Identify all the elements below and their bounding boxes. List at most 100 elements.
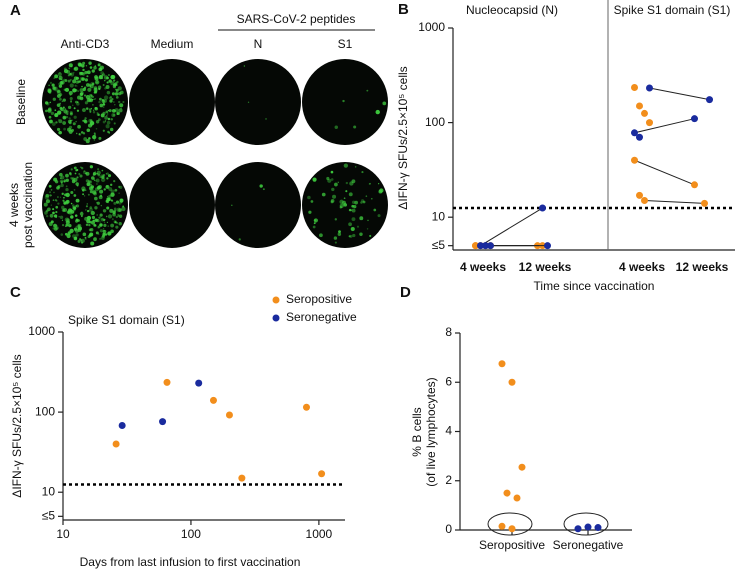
spot [52,199,55,201]
spot [110,189,115,194]
spot [339,199,344,204]
spot [45,209,49,213]
spot [82,193,85,196]
spot [58,83,60,85]
spot [88,137,91,140]
x-axis-label: Time since vaccination [534,279,655,293]
spot [343,163,349,168]
spot [75,198,80,203]
spot [70,101,72,104]
spot [55,211,58,214]
spot [74,209,76,212]
spot [379,188,384,193]
spot [97,225,101,229]
spot [118,192,120,194]
spot [361,171,364,174]
y-tick-label: 8 [445,325,452,339]
y-tick-label: 100 [425,115,445,129]
spot [95,127,98,130]
dot [513,494,521,502]
spot [47,88,52,94]
spot [64,87,70,92]
spot [81,167,84,170]
spot [63,78,66,82]
spot [69,97,73,101]
spot [88,207,93,212]
well-image [215,59,301,145]
spot [79,211,84,216]
spot [110,183,113,187]
spot [373,208,377,212]
spot [68,63,73,68]
spot [310,200,314,203]
spot [66,233,71,239]
spot [73,189,76,191]
spot [87,87,92,92]
dot [544,242,551,250]
spot [79,238,82,241]
spot [77,226,83,231]
spot [59,72,61,74]
spot [72,79,77,84]
spot [73,67,76,70]
pair-line [634,118,695,134]
spot [81,77,85,81]
spot [92,104,94,106]
spot [115,88,119,92]
dot [302,403,310,411]
spot [70,176,73,180]
spot [369,234,372,238]
spot [69,173,72,176]
spot [103,188,106,191]
spot [96,111,99,114]
spot [86,128,91,133]
spot [70,168,73,171]
spot [57,202,60,205]
spot [99,186,101,189]
spot [348,208,352,212]
dot [636,102,643,110]
spot [70,215,74,219]
dot [594,524,602,532]
spot [63,109,68,114]
spot [60,233,64,236]
spot [47,108,52,113]
spot [70,190,74,194]
spot [107,214,113,219]
spot [68,67,71,70]
spot [85,205,88,208]
spot [84,216,89,221]
spot [110,199,113,202]
spot [76,85,78,87]
spot [93,66,97,70]
spot [65,199,70,204]
spot [90,220,96,225]
pair-line [480,207,543,247]
spot [63,179,67,183]
spot [90,94,93,97]
spot [76,168,79,172]
spot [73,236,78,241]
spot [108,96,112,100]
spot [72,122,76,126]
spot [106,114,108,117]
spot [75,233,79,237]
spot [49,213,54,218]
spot [91,98,94,101]
spot [89,165,93,169]
spot [89,190,93,194]
spot [110,74,115,80]
well-image [42,162,128,248]
spot [68,129,73,134]
spot [104,233,108,236]
spot [105,124,110,129]
spot [102,106,105,109]
spot [113,179,116,183]
spot [326,176,330,181]
spot [67,231,71,235]
spot [109,99,113,103]
spot [56,224,58,227]
spot [262,188,265,191]
spot [85,189,87,191]
spot [116,80,119,84]
